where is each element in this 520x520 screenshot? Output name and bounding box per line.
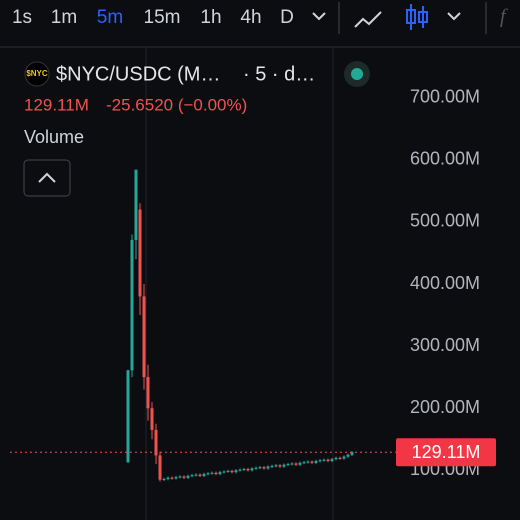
candle-body xyxy=(146,377,150,409)
candle-body xyxy=(350,452,354,455)
candle-body xyxy=(222,471,226,473)
collapse-button[interactable] xyxy=(23,159,71,197)
interval-button[interactable]: D xyxy=(280,7,294,28)
candle-body xyxy=(158,455,162,480)
fx-button[interactable]: f xyxy=(500,6,508,28)
candle-body xyxy=(318,460,322,462)
candle-body xyxy=(258,467,262,469)
interval-button[interactable]: 1m xyxy=(51,7,77,28)
candle-body xyxy=(238,469,242,471)
candle-body xyxy=(322,459,326,461)
candle-body xyxy=(186,475,190,478)
candle-body xyxy=(218,472,222,475)
indicator-name: Volume xyxy=(24,127,84,147)
candle-body xyxy=(174,477,178,479)
interval-menu[interactable] xyxy=(312,12,326,21)
candle-body xyxy=(198,474,202,476)
candle-body xyxy=(278,465,282,467)
candle-body xyxy=(330,459,334,461)
candle-body xyxy=(290,463,294,465)
candle-body xyxy=(134,169,138,240)
candle-body xyxy=(302,462,306,464)
y-tick-label: 400.00M xyxy=(410,273,480,293)
collapse-icon xyxy=(38,172,56,183)
y-tick-label: 200.00M xyxy=(410,397,480,417)
candle-body xyxy=(274,465,278,467)
candle-body xyxy=(298,462,302,465)
interval-button[interactable]: 1s xyxy=(12,7,32,28)
symbol-detail: · 5 · d… xyxy=(243,63,315,85)
candle-body xyxy=(266,466,270,469)
symbol[interactable]: $NYC/USDC (M… xyxy=(56,63,220,85)
candle-body xyxy=(166,477,170,480)
candle-body xyxy=(246,469,250,471)
candle-body xyxy=(230,470,234,473)
candle-body xyxy=(242,469,246,471)
candle-body xyxy=(194,474,198,476)
candle-body xyxy=(178,476,182,478)
price-tag-label: 129.11M xyxy=(412,442,481,462)
candle-body xyxy=(254,467,258,469)
logo xyxy=(24,61,50,87)
candle-body xyxy=(190,475,194,477)
candle-body xyxy=(182,476,186,478)
candle-body xyxy=(202,474,206,476)
candle-body xyxy=(310,461,314,463)
candle-body xyxy=(206,473,210,475)
candle-body xyxy=(270,465,274,467)
candle-body xyxy=(282,464,286,467)
candle-body xyxy=(306,461,310,463)
interval-button[interactable]: 1h xyxy=(200,7,221,28)
logo-text: $NYC xyxy=(26,69,48,78)
candle-body xyxy=(314,461,318,463)
interval-button[interactable]: 15m xyxy=(144,7,181,28)
candle-body xyxy=(294,463,298,465)
line-chart-button[interactable] xyxy=(354,11,382,28)
candle-body xyxy=(250,468,254,471)
candle-body xyxy=(234,470,238,473)
candle-body xyxy=(346,454,350,457)
y-tick-label: 300.00M xyxy=(410,335,480,355)
candle-body xyxy=(138,209,142,297)
y-tick-label: 600.00M xyxy=(410,149,480,169)
interval-button[interactable]: 5m xyxy=(97,7,123,28)
interval-button[interactable]: 4h xyxy=(240,7,261,28)
candle-body xyxy=(126,370,130,463)
y-tick-label: 500.00M xyxy=(410,211,480,231)
y-tick-label: 700.00M xyxy=(410,86,480,106)
candle-body xyxy=(262,467,266,469)
candle-chart-button[interactable] xyxy=(406,4,428,30)
candle-body xyxy=(170,477,174,479)
candle-body xyxy=(214,472,218,475)
price-tag xyxy=(396,438,496,467)
candle-body xyxy=(210,472,214,474)
candle-body xyxy=(342,456,346,459)
candle-body xyxy=(162,479,166,481)
header-price: 129.11M xyxy=(24,95,89,114)
status-dot xyxy=(351,68,363,80)
candle-body xyxy=(150,408,154,430)
candle-body xyxy=(286,464,290,466)
candle-body xyxy=(226,470,230,472)
candle-body xyxy=(326,459,330,461)
chart-type-menu[interactable] xyxy=(447,12,461,21)
plot xyxy=(126,169,354,482)
header-change: -25.6520 (−0.00%) xyxy=(106,95,247,114)
candle-body xyxy=(334,457,338,460)
candle-body xyxy=(338,457,342,459)
candle-body xyxy=(142,296,146,378)
candle-body xyxy=(154,429,158,456)
candle-body xyxy=(130,239,134,371)
